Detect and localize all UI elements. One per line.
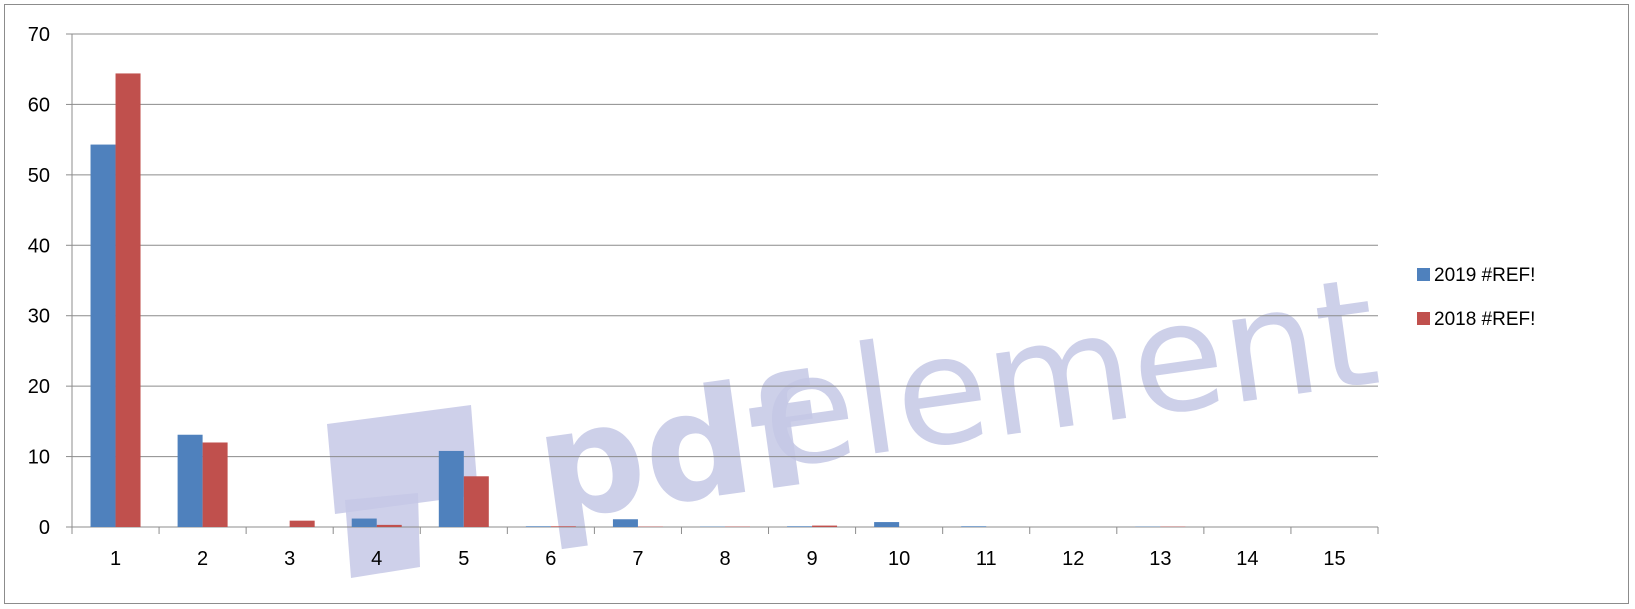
bar-2018-9 (812, 525, 838, 527)
bar-2019-2 (177, 434, 203, 527)
bar-2019-6 (525, 526, 551, 527)
bar-2019-4 (351, 518, 377, 527)
bar-2019-10 (874, 522, 900, 527)
x-tick-label: 10 (888, 548, 910, 570)
x-tick-label: 4 (371, 548, 382, 570)
y-tick-label: 30 (28, 306, 50, 328)
watermark-logo-shape (345, 493, 420, 578)
bar-2018-3 (289, 520, 315, 527)
x-tick-label: 11 (976, 548, 997, 570)
bar-2019-11 (961, 526, 987, 527)
x-tick-label: 15 (1323, 548, 1345, 570)
legend-swatch (1417, 312, 1430, 325)
x-tick-labels: 1 2 3 4 5 6 7 8 9 10 11 12 13 14 15 (110, 548, 1346, 570)
legend: 2019 #REF! 2018 #REF! (1417, 265, 1535, 330)
bar-2019-9 (787, 526, 813, 527)
x-tick-label: 2 (197, 548, 208, 570)
x-tick-label: 6 (545, 548, 556, 570)
bar-2018-1 (115, 73, 141, 527)
x-tick-label: 13 (1149, 548, 1171, 570)
x-tick-label: 3 (284, 548, 295, 570)
watermark-text-light: element (751, 245, 1388, 503)
y-tick-label: 20 (28, 376, 50, 398)
y-tick-label: 10 (28, 447, 50, 469)
watermark-text-bold: pdf (526, 344, 829, 556)
legend-label: 2019 #REF! (1434, 265, 1535, 286)
y-tick-label: 40 (28, 235, 50, 257)
y-tick-label: 70 (28, 24, 50, 46)
x-tick-label: 1 (110, 548, 121, 570)
y-tick-label: 50 (28, 165, 50, 187)
bar-2018-6 (550, 526, 576, 527)
bar-2018-2 (202, 442, 228, 527)
bar-2019-5 (438, 450, 464, 527)
x-tick-label: 14 (1236, 548, 1258, 570)
gridlines (72, 33, 1378, 458)
y-tick-label: 60 (28, 94, 50, 116)
x-tick-label: 8 (719, 548, 730, 570)
bar-2018-5 (463, 476, 489, 527)
legend-swatch (1417, 268, 1430, 281)
x-tick-label: 12 (1062, 548, 1084, 570)
bars (90, 73, 1186, 527)
x-tick-label: 9 (807, 548, 818, 570)
y-tick-labels: 0 10 20 30 40 50 60 70 (28, 24, 50, 539)
bar-2018-4 (376, 524, 402, 527)
x-tick-label: 7 (632, 548, 643, 570)
bar-2019-7 (612, 519, 638, 527)
x-tick-label: 5 (458, 548, 469, 570)
legend-label: 2018 #REF! (1434, 309, 1535, 330)
bar-2019-1 (90, 144, 116, 527)
y-tick-label: 0 (39, 517, 50, 539)
